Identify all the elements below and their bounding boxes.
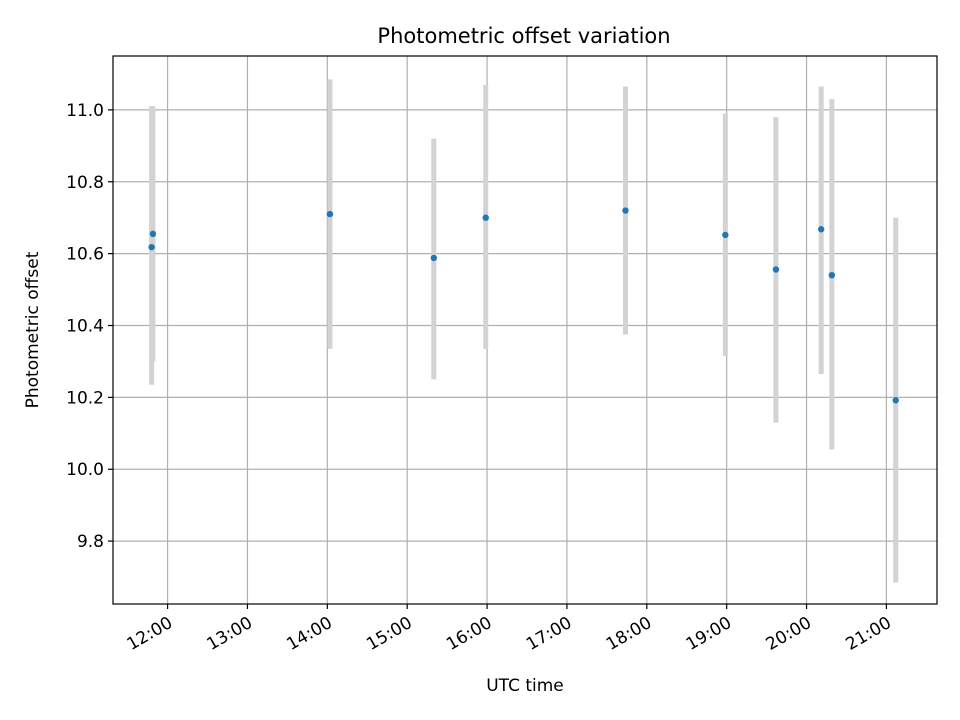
x-tick-label: 15:00 — [363, 613, 415, 655]
data-point — [892, 397, 899, 404]
x-tick-label: 17:00 — [523, 613, 575, 655]
y-tick-label: 10.8 — [66, 173, 104, 193]
data-point — [482, 214, 489, 221]
data-point — [817, 226, 825, 233]
data-point — [326, 210, 334, 218]
x-tick-label: 16:00 — [443, 613, 495, 655]
y-tick-label: 10.0 — [66, 460, 104, 480]
y-tick-label: 10.4 — [66, 317, 104, 337]
data-point — [722, 231, 729, 239]
y-tick-label: 10.2 — [66, 388, 104, 408]
data-point — [430, 254, 438, 262]
chart-title: Photometric offset variation — [377, 24, 670, 48]
plot-frame — [112, 55, 938, 605]
error-bars — [149, 79, 899, 583]
x-tick-label: 19:00 — [683, 613, 735, 655]
y-tick-label: 11.0 — [66, 101, 104, 121]
x-tick-label: 14:00 — [283, 613, 335, 655]
x-tick-label: 18:00 — [603, 613, 655, 655]
data-point — [149, 230, 157, 238]
x-axis-ticks: 12:00 13:00 14:00 15:00 16:00 17:00 18:00 19:00… — [124, 604, 895, 655]
y-axis-label: Photometric offset — [23, 251, 43, 408]
grid — [113, 56, 937, 604]
data-points — [148, 207, 899, 404]
y-axis-ticks: 9.8 10.0 10.2 10.4 10.6 10.8 11.0 — [66, 101, 113, 552]
data-point — [148, 243, 155, 251]
data-point — [772, 266, 780, 273]
data-point — [622, 207, 629, 214]
data-point — [828, 272, 836, 279]
y-tick-label: 10.6 — [66, 245, 104, 265]
x-tick-label: 20:00 — [763, 613, 815, 655]
x-tick-label: 21:00 — [842, 613, 894, 655]
y-tick-label: 9.8 — [77, 532, 104, 552]
x-axis-label: UTC time — [486, 676, 564, 696]
x-tick-label: 12:00 — [124, 613, 176, 655]
x-tick-label: 13:00 — [204, 613, 256, 655]
